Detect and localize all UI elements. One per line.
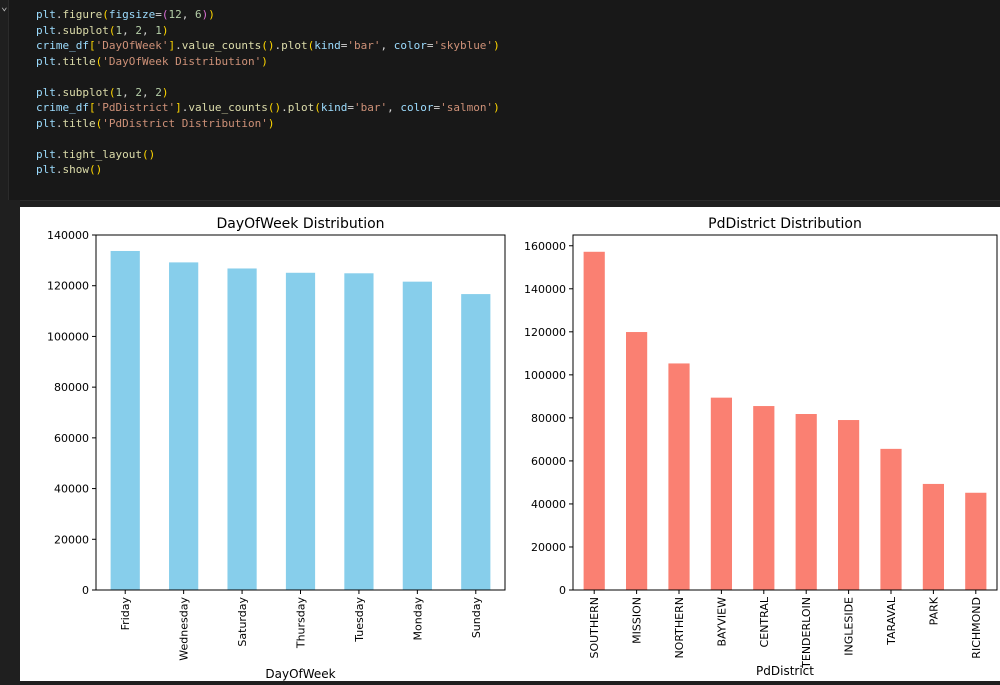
chart1-bar xyxy=(402,281,432,590)
chart2-ytick-label: 0 xyxy=(559,584,566,597)
chart2-xlabel: PdDistrict xyxy=(756,664,814,678)
chart1-bar xyxy=(169,262,199,590)
code-line: plt.title('PdDistrict Distribution') xyxy=(36,116,275,130)
output-area: DayOfWeek Distribution 0 20000 40000 60000 80… xyxy=(20,207,1000,681)
chart2-bar xyxy=(965,492,987,590)
chart2-bar xyxy=(583,251,605,591)
chart1-axes-frame xyxy=(95,234,506,591)
chart2-xtick-label: PARK xyxy=(927,596,940,625)
chart2-bar xyxy=(710,397,732,590)
chart2-xtick-label: BAYVIEW xyxy=(715,597,728,647)
chart1-ytick-label: 120000 xyxy=(47,280,89,293)
chart2-ytick-label: 140000 xyxy=(524,283,566,296)
code-line: plt.subplot(1, 2, 1) xyxy=(36,23,169,37)
chart2-ytick-label: 160000 xyxy=(524,240,566,253)
chart2-bar xyxy=(795,414,817,590)
code-line: plt.title('DayOfWeek Distribution') xyxy=(36,54,268,68)
code-cell-editor[interactable]: plt.figure(figsize=(12, 6)) plt.subplot(1… xyxy=(8,0,1000,201)
chart2-xtick-label: INGLESIDE xyxy=(843,597,856,656)
collapse-chevron-icon[interactable]: ⌄ xyxy=(1,0,8,13)
cell-gutter: ⌄ xyxy=(0,0,8,200)
code-line: plt.show() xyxy=(36,163,103,176)
chart1-bar xyxy=(344,273,374,590)
chart1-xtick-label: Tuesday xyxy=(353,597,366,643)
chart2-xtick-label: RICHMOND xyxy=(970,597,983,659)
chart1-xlabel: DayOfWeek xyxy=(265,667,335,681)
chart1-ytick-label: 40000 xyxy=(54,483,89,496)
chart1-xtick-label: Saturday xyxy=(236,597,249,647)
code-line: plt.tight_layout() xyxy=(36,147,156,161)
chart1-ytick-label: 60000 xyxy=(54,432,89,445)
code-line: crime_df['DayOfWeek'].value_counts().plo… xyxy=(36,39,500,52)
chart2-ytick-label: 120000 xyxy=(524,326,566,339)
code-line: plt.figure(figsize=(12, 6)) xyxy=(36,8,215,21)
chart1-xtick-label: Friday xyxy=(119,597,132,631)
chart1-title: DayOfWeek Distribution xyxy=(216,216,384,232)
chart2-bar xyxy=(838,420,860,590)
figure-canvas: DayOfWeek Distribution 0 20000 40000 60000 80… xyxy=(47,216,998,681)
chart2-ytick-label: 20000 xyxy=(531,541,566,554)
chart2-bar xyxy=(626,332,648,590)
chart1-ytick-label: 100000 xyxy=(47,330,89,343)
code-line: crime_df['PdDistrict'].value_counts().pl… xyxy=(36,101,500,114)
chart2-ytick-label: 100000 xyxy=(524,369,566,382)
chart2-axes-frame xyxy=(572,234,998,591)
chart2-bar xyxy=(880,448,902,590)
chart2-bar xyxy=(753,406,775,590)
chart1-xtick-label: Monday xyxy=(411,597,424,641)
chart2-ytick-label: 80000 xyxy=(531,412,566,425)
chart1-ytick-label: 20000 xyxy=(54,533,89,546)
chart1-bar xyxy=(227,268,257,590)
chart2-ytick-label: 60000 xyxy=(531,455,566,468)
chart1-bar xyxy=(461,294,491,590)
chart2-title: PdDistrict Distribution xyxy=(708,216,862,232)
chart1-ytick-label: 80000 xyxy=(54,381,89,394)
chart2-bar xyxy=(668,363,690,590)
chart2-xtick-label: TARAVAL xyxy=(885,596,898,646)
chart1-ytick-label: 0 xyxy=(82,584,89,597)
output-gutter xyxy=(8,200,20,681)
chart1-bar xyxy=(110,250,140,590)
chart1-xtick-label: Wednesday xyxy=(178,597,191,661)
chart1-ytick-label: 140000 xyxy=(47,229,89,242)
chart2-bar xyxy=(922,483,944,590)
chart2-ytick-label: 40000 xyxy=(531,498,566,511)
chart2-xtick-label: NORTHERN xyxy=(673,597,686,659)
chart2-xtick-label: SOUTHERN xyxy=(588,597,601,659)
chart1-xtick-label: Sunday xyxy=(470,597,483,639)
code-line: plt.subplot(1, 2, 2) xyxy=(36,85,169,99)
chart1-xtick-label: Thursday xyxy=(295,597,308,650)
chart1-bar xyxy=(285,272,316,590)
chart2-xtick-label: TENDERLOIN xyxy=(800,597,813,669)
chart2-xtick-label: CENTRAL xyxy=(758,596,771,647)
chart2-xtick-label: MISSION xyxy=(631,597,644,644)
